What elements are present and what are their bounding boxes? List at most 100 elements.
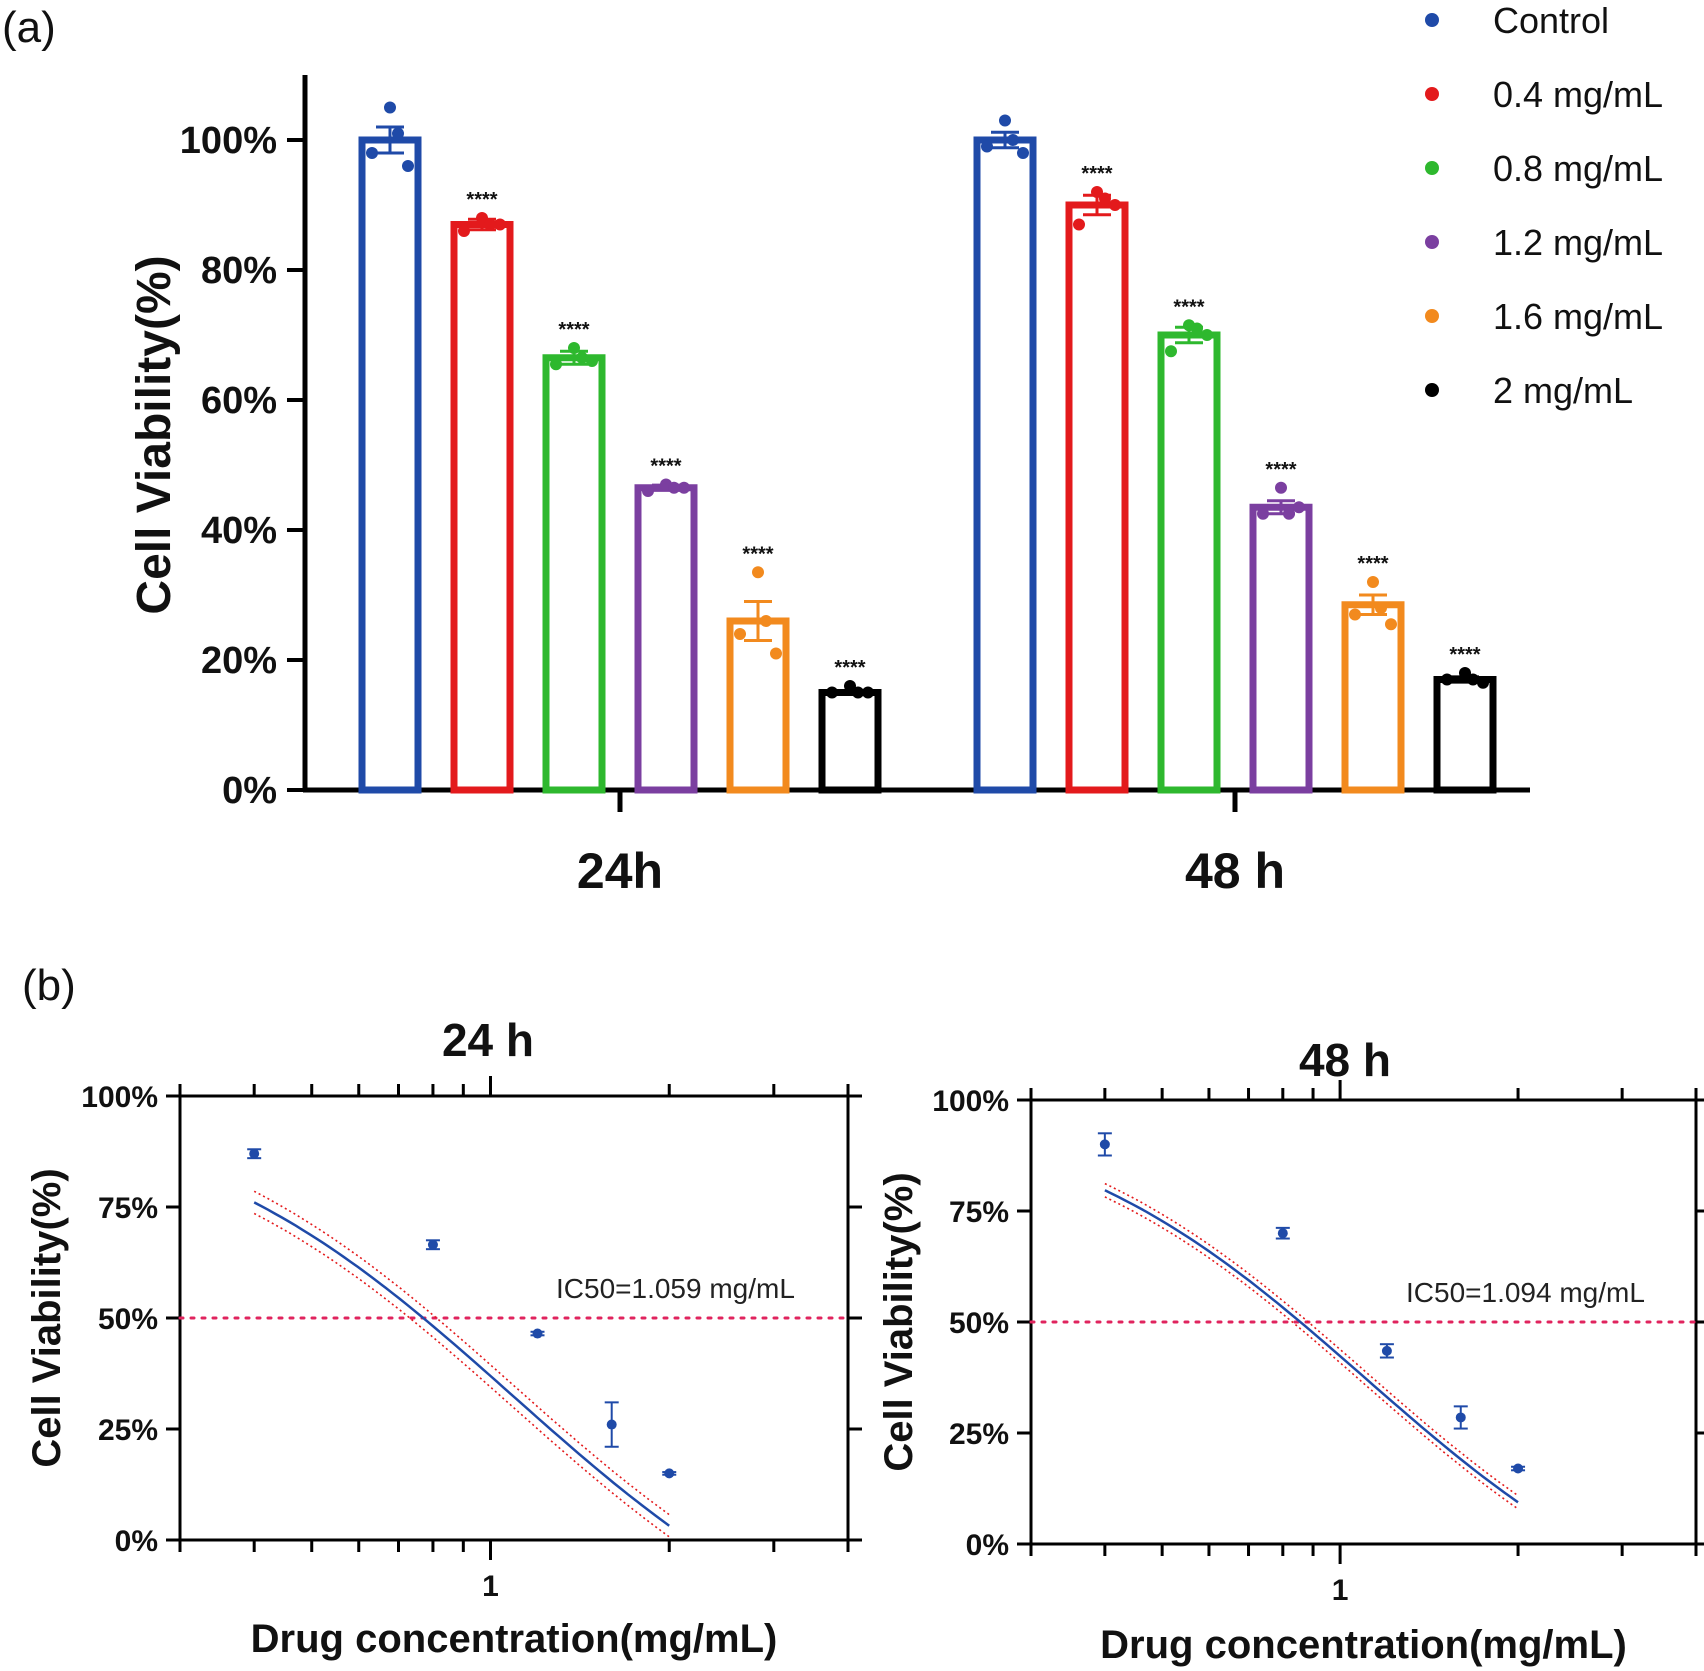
y-tick-label: 0%	[115, 1525, 158, 1558]
y-axis-label: Cell Viability(%)	[877, 1172, 921, 1471]
data-point	[1283, 507, 1295, 520]
data-point	[642, 485, 654, 497]
legend-marker	[1425, 309, 1439, 323]
data-point	[1007, 134, 1019, 146]
y-tick-label: 0%	[966, 1529, 1009, 1562]
significance-stars: ****	[1357, 553, 1388, 575]
data-point	[1293, 501, 1305, 514]
data-point	[826, 686, 838, 699]
data-point	[1477, 676, 1489, 689]
bar	[450, 221, 514, 794]
data-point	[568, 342, 580, 354]
data-point	[1375, 602, 1387, 614]
data-point	[1277, 1228, 1288, 1239]
data-point	[1091, 186, 1103, 198]
data-point	[392, 127, 404, 140]
data-point	[1467, 673, 1479, 686]
bar	[1157, 331, 1221, 794]
bar	[1065, 201, 1129, 794]
y-tick-label: 25%	[949, 1418, 1009, 1451]
data-point	[384, 101, 396, 114]
ci-upper-band	[1104, 1182, 1519, 1497]
ci-lower-band	[253, 1212, 670, 1538]
x-axis-label: Drug concentration(mg/mL)	[1100, 1623, 1627, 1667]
y-axis-label: Cell Viability(%)	[25, 1168, 69, 1467]
data-point	[1455, 1412, 1466, 1423]
data-point	[1109, 199, 1121, 211]
data-point	[1275, 481, 1287, 494]
ic50-annotation: IC50=1.094 mg/mL	[1406, 1277, 1645, 1308]
bar	[1341, 601, 1405, 794]
data-point	[770, 647, 782, 660]
legend-entry: Control	[1493, 0, 1609, 41]
data-point	[427, 1239, 438, 1250]
fit-curve	[253, 1201, 670, 1527]
significance-stars: ****	[650, 456, 681, 478]
data-point	[1073, 218, 1085, 231]
data-point	[844, 680, 856, 692]
data-point	[494, 218, 506, 231]
data-point	[606, 1419, 617, 1430]
data-point	[1459, 667, 1471, 679]
y-tick-label: 50%	[949, 1307, 1009, 1340]
data-point	[862, 686, 874, 699]
data-point	[484, 218, 496, 231]
ci-upper-band	[253, 1190, 670, 1516]
legend-entry: 1.2 mg/mL	[1493, 222, 1663, 263]
x-category-label: 48 h	[1185, 843, 1285, 899]
legend-entry: 0.4 mg/mL	[1493, 74, 1663, 115]
y-tick-label: 80%	[201, 250, 277, 292]
dose-response-chart-24h: 24 h 0% 25% 50% 75% 100% 1 Drug concentration(m…	[25, 1014, 862, 1661]
x-tick-label: 1	[482, 1570, 499, 1603]
legend-marker	[1425, 87, 1439, 101]
data-point	[458, 225, 470, 237]
data-point	[852, 686, 864, 699]
y-tick-label: 60%	[201, 380, 277, 422]
y-tick-label: 75%	[949, 1196, 1009, 1229]
significance-stars: ****	[466, 189, 497, 211]
data-point	[668, 481, 680, 494]
y-tick-label: 40%	[201, 510, 277, 552]
significance-stars: ****	[1265, 459, 1296, 481]
data-point	[249, 1148, 260, 1159]
dose-response-chart-48h: 48 h 0% 25% 50% 75% 100% 1 Drug concentration(m…	[877, 1034, 1704, 1667]
data-point	[1201, 329, 1213, 341]
data-point	[734, 628, 746, 640]
data-point	[1017, 147, 1029, 159]
significance-stars: ****	[742, 543, 773, 565]
data-point	[760, 615, 772, 627]
panel-b-label: (b)	[22, 961, 76, 1010]
data-point	[664, 1468, 675, 1479]
data-point	[1099, 192, 1111, 205]
data-point	[1513, 1463, 1524, 1474]
y-tick-label: 25%	[98, 1414, 158, 1447]
data-point	[1441, 673, 1453, 686]
data-point	[1349, 608, 1361, 621]
x-axis-label: Drug concentration(mg/mL)	[251, 1617, 778, 1661]
y-tick-label: 20%	[201, 640, 277, 682]
y-tick-label: 100%	[81, 1081, 158, 1114]
data-point	[366, 147, 378, 159]
data-point	[402, 160, 414, 172]
data-point	[1257, 507, 1269, 520]
data-point	[586, 355, 598, 367]
chart-title: 48 h	[1299, 1034, 1391, 1086]
data-point	[1381, 1345, 1392, 1356]
bar	[634, 484, 698, 794]
bar	[542, 354, 606, 794]
ci-lower-band	[1104, 1196, 1519, 1510]
ic50-annotation: IC50=1.059 mg/mL	[556, 1273, 795, 1304]
bar	[1249, 503, 1313, 794]
data-point	[678, 481, 690, 494]
y-tick-label: 100%	[932, 1085, 1009, 1118]
legend-marker	[1425, 13, 1439, 27]
data-point	[576, 351, 588, 364]
bar-chart-a: 0% 20% 40% 60% 80% 100% Cell Viability(%) 24h **…	[128, 75, 1530, 899]
data-point	[1165, 345, 1177, 358]
legend-a: Control 0.4 mg/mL 0.8 mg/mL 1.2 mg/mL 1.6 mg…	[1425, 0, 1663, 411]
data-point	[981, 140, 993, 153]
data-point	[1099, 1139, 1110, 1150]
fit-curve	[1104, 1189, 1519, 1504]
y-tick-label: 75%	[98, 1192, 158, 1225]
